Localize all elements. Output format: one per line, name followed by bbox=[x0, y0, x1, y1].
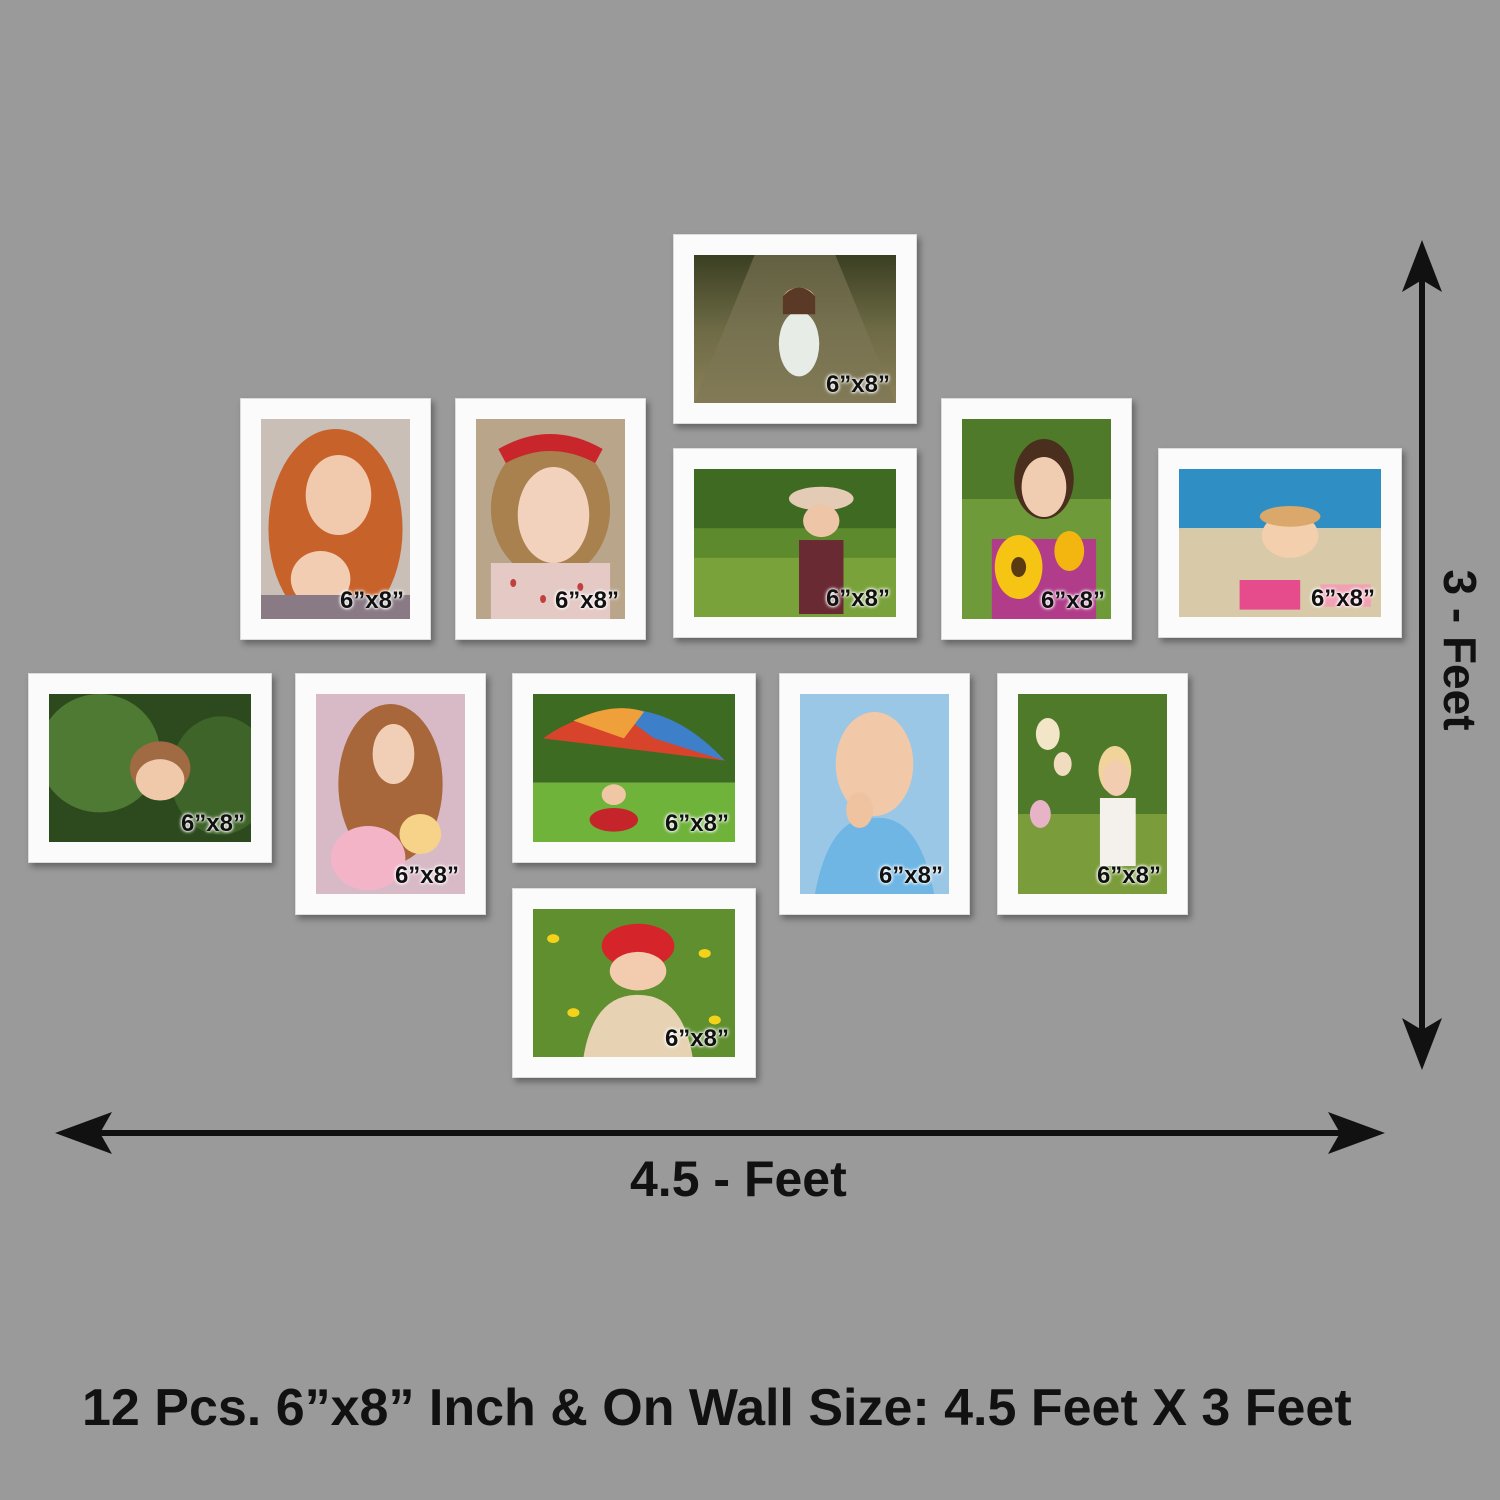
photo-girl-curly-hair bbox=[316, 694, 465, 894]
frame-size-label: 6”x8” bbox=[825, 585, 890, 612]
photo-girl-leaves bbox=[49, 694, 251, 842]
photo-frame-row2-5: 6”x8” bbox=[997, 673, 1188, 915]
photo-red-haired-girl bbox=[261, 419, 410, 619]
frame-size-label: 6”x8” bbox=[825, 371, 890, 398]
frame-size-label: 6”x8” bbox=[394, 862, 459, 889]
photo-toddler-blossoms bbox=[1018, 694, 1167, 894]
photo-girl-sunflowers bbox=[962, 419, 1111, 619]
photo-frame-row2-1: 6”x8” bbox=[28, 673, 272, 863]
frame-size-label: 6”x8” bbox=[878, 862, 943, 889]
photo-baby-blue-shirt bbox=[800, 694, 949, 894]
width-dimension-label: 4.5 - Feet bbox=[630, 1151, 847, 1207]
photo-frame-row1-3: 6”x8” bbox=[673, 448, 917, 638]
frame-size-label: 6”x8” bbox=[180, 810, 245, 837]
frame-size-label: 6”x8” bbox=[664, 810, 729, 837]
photo-frame-row2-4: 6”x8” bbox=[779, 673, 970, 915]
photo-girl-in-hat bbox=[694, 469, 896, 617]
vertical-arrow bbox=[1402, 240, 1442, 1070]
photo-frame-bottom: 6”x8” bbox=[512, 888, 756, 1078]
photo-girl-on-path bbox=[694, 255, 896, 403]
frame-size-label: 6”x8” bbox=[1310, 585, 1375, 612]
photo-frame-row2-2: 6”x8” bbox=[295, 673, 486, 915]
horizontal-arrow bbox=[55, 1112, 1385, 1154]
frame-size-label: 6”x8” bbox=[664, 1025, 729, 1052]
frame-size-label: 6”x8” bbox=[1040, 587, 1105, 614]
photo-frame-row1-2: 6”x8” bbox=[455, 398, 646, 640]
photo-frame-top-center: 6”x8” bbox=[673, 234, 917, 424]
height-dimension-label: 3 - Feet bbox=[1434, 569, 1486, 731]
photo-frame-row1-5: 6”x8” bbox=[1158, 448, 1402, 638]
photo-frame-row1-1: 6”x8” bbox=[240, 398, 431, 640]
photo-toddler-red-hat bbox=[533, 909, 735, 1057]
frame-size-label: 6”x8” bbox=[339, 587, 404, 614]
photo-frame-row2-3: 6”x8” bbox=[512, 673, 756, 863]
photo-frame-row1-4: 6”x8” bbox=[941, 398, 1132, 640]
photo-girl-red-bow bbox=[476, 419, 625, 619]
frame-size-label: 6”x8” bbox=[554, 587, 619, 614]
product-caption: 12 Pcs. 6”x8” Inch & On Wall Size: 4.5 F… bbox=[82, 1379, 1352, 1437]
photo-girl-umbrella bbox=[533, 694, 735, 842]
frame-size-label: 6”x8” bbox=[1096, 862, 1161, 889]
photo-girl-beach bbox=[1179, 469, 1381, 617]
